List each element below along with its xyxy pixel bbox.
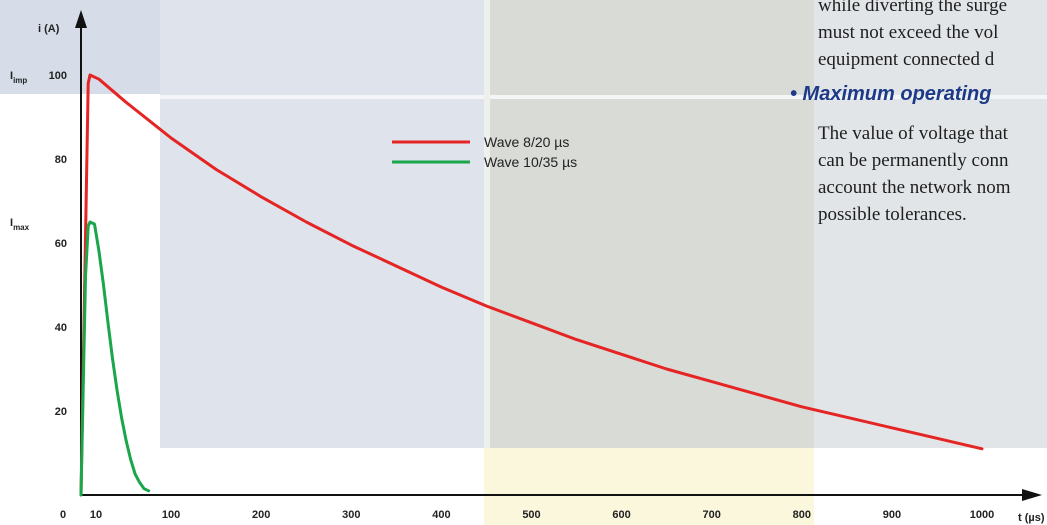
side-paragraph-1-line: equipment connected d (818, 49, 995, 70)
side-paragraph-2-line: can be permanently conn (818, 150, 1009, 171)
side-paragraph-1: while diverting the surge must not exceed… (790, 0, 1047, 73)
side-text: while diverting the surge must not exceed… (790, 0, 1047, 292)
y-ticks: 20 40 60 80 100 (49, 70, 67, 418)
legend-label-2: Wave 10/35 µs (484, 154, 577, 170)
bg-light-column (484, 0, 490, 448)
x-tick-label: 300 (342, 509, 360, 521)
x-tick-label: 800 (793, 509, 811, 521)
bg-panel-mid (487, 0, 814, 448)
side-paragraph-2-line: account the network nom (818, 177, 1011, 198)
series-line-1 (79, 73, 984, 497)
side-heading: • Maximum operating (790, 83, 992, 105)
x-axis-arrow (1022, 489, 1042, 501)
x-tick-label: 1000 (970, 509, 994, 521)
legend-label-1: Wave 8/20 µs (484, 134, 569, 150)
legend: Wave 8/20 µs Wave 10/35 µs (392, 134, 577, 170)
x-axis-title: t (µs) (1018, 512, 1045, 524)
side-paragraph-2: The value of voltage that can be permanen… (790, 120, 1047, 228)
x-tick-label: 200 (252, 509, 270, 521)
x-tick-label: 100 (162, 509, 180, 521)
bg-panel-right (814, 0, 1047, 448)
side-paragraph-1-line: while diverting the surge (818, 0, 1008, 16)
x-tick-label: 500 (522, 509, 540, 521)
series-line-2 (79, 220, 151, 497)
y-tick-label: 40 (55, 322, 67, 334)
side-paragraph-1-line: must not exceed the vol (818, 22, 999, 43)
bg-yellow-band (484, 448, 814, 525)
side-paragraph-2-line: The value of voltage that (818, 123, 1008, 144)
x-tick-label: 600 (612, 509, 630, 521)
y-axis-arrow (75, 10, 87, 28)
x-tick-label: 900 (883, 509, 901, 521)
side-paragraph-2-line: possible tolerances. (818, 204, 967, 225)
y-tick-label: 100 (49, 70, 67, 82)
x-tick-label: 10 (90, 509, 102, 521)
y-marker-label-imp: Iimp (10, 70, 27, 85)
y-tick-label: 20 (55, 406, 67, 418)
y-marker-label-max: Imax (10, 217, 30, 232)
x-ticks: 0 10 100 200 300 400 500 600 700 800 900 1000 (60, 509, 994, 521)
y-markers: Iimp Imax (10, 70, 30, 232)
y-axis-title: i (A) (38, 23, 60, 35)
y-tick-label: 80 (55, 154, 67, 166)
series-lines (79, 73, 984, 497)
bg-panel-left (160, 0, 487, 448)
x-tick-label: 0 (60, 509, 66, 521)
bg-light-stripe (160, 95, 1047, 99)
x-tick-label: 700 (703, 509, 721, 521)
y-tick-label: 60 (55, 238, 67, 250)
x-tick-label: 400 (432, 509, 450, 521)
